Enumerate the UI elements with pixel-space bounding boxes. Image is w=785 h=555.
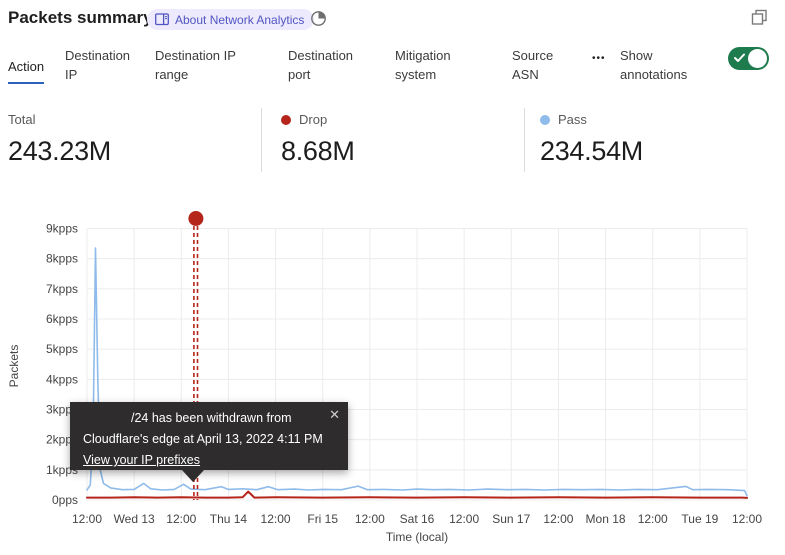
svg-text:Mon 18: Mon 18: [586, 512, 626, 526]
svg-text:5kpps: 5kpps: [46, 342, 78, 356]
tooltip-line1: /24 has been withdrawn from: [131, 411, 292, 425]
drop-legend-dot: [281, 114, 291, 125]
book-icon: [155, 13, 169, 26]
tab-destination-ip-range[interactable]: Destination IP range: [155, 48, 236, 82]
svg-text:Tue 19: Tue 19: [681, 512, 718, 526]
tab-mitigation-system[interactable]: Mitigation system: [395, 48, 451, 82]
svg-text:Sat 16: Sat 16: [400, 512, 435, 526]
tab-source-asn[interactable]: Source ASN: [512, 48, 554, 82]
svg-text:12:00: 12:00: [355, 512, 385, 526]
svg-text:8kpps: 8kpps: [46, 252, 78, 266]
stat-total: Total 243.23M: [8, 112, 111, 167]
svg-text:12:00: 12:00: [261, 512, 291, 526]
show-annotations-toggle[interactable]: [728, 47, 769, 70]
svg-text:12:00: 12:00: [543, 512, 573, 526]
svg-text:7kpps: 7kpps: [46, 282, 78, 296]
view-ip-prefixes-link[interactable]: View your IP prefixes: [83, 453, 200, 467]
stat-drop-label: Drop: [299, 112, 328, 127]
stat-pass-value: 234.54M: [540, 136, 643, 166]
svg-text:1kpps: 1kpps: [46, 463, 78, 477]
svg-text:12:00: 12:00: [638, 512, 668, 526]
show-annotations-label: Show annotations: [620, 48, 688, 82]
page-title: Packets summary: [8, 8, 153, 27]
svg-text:12:00: 12:00: [166, 512, 196, 526]
svg-text:Packets: Packets: [7, 345, 21, 388]
stat-divider: [261, 108, 262, 172]
svg-text:12:00: 12:00: [72, 512, 102, 526]
close-icon[interactable]: ✕: [329, 407, 340, 422]
svg-text:12:00: 12:00: [449, 512, 479, 526]
svg-text:Wed 13: Wed 13: [114, 512, 155, 526]
tooltip-line2: Cloudflare's edge at April 13, 2022 4:11…: [83, 432, 323, 446]
packets-chart: 0pps 1kpps 2kpps 3kpps 4kpps 5kpps 6kpps 7kpps 8…: [7, 211, 762, 544]
svg-text:Sun 17: Sun 17: [492, 512, 530, 526]
stat-drop: Drop 8.68M: [281, 112, 355, 167]
tab-destination-ip[interactable]: Destination IP: [65, 48, 131, 82]
stat-divider: [524, 108, 525, 172]
pass-legend-dot: [540, 114, 550, 125]
expand-icon[interactable]: [751, 9, 768, 31]
about-badge-label: About Network Analytics: [175, 12, 305, 27]
stat-drop-value: 8.68M: [281, 136, 355, 166]
stat-total-label: Total: [8, 112, 36, 127]
svg-text:Thu 14: Thu 14: [210, 512, 248, 526]
svg-text:0pps: 0pps: [52, 493, 78, 507]
time-period-icon[interactable]: [310, 10, 327, 32]
stat-pass-label: Pass: [558, 112, 587, 127]
svg-text:Fri 15: Fri 15: [307, 512, 338, 526]
svg-text:4kpps: 4kpps: [46, 372, 78, 386]
more-tabs-button[interactable]: •••: [592, 53, 606, 64]
tab-action[interactable]: Action: [8, 57, 45, 84]
svg-text:9kpps: 9kpps: [46, 222, 78, 236]
tab-destination-port[interactable]: Destination port: [288, 48, 354, 82]
svg-text:3kpps: 3kpps: [46, 403, 78, 417]
check-icon: [734, 53, 745, 62]
about-network-analytics-badge[interactable]: About Network Analytics: [147, 9, 315, 30]
svg-text:12:00: 12:00: [732, 512, 762, 526]
stat-total-value: 243.23M: [8, 136, 111, 166]
stat-pass: Pass 234.54M: [540, 112, 643, 167]
annotation-tooltip: ✕ /24 has been withdrawn from Cloudflare…: [70, 402, 348, 482]
toggle-knob: [748, 49, 767, 68]
svg-text:2kpps: 2kpps: [46, 433, 78, 447]
svg-text:Time (local): Time (local): [386, 530, 448, 544]
svg-text:6kpps: 6kpps: [46, 312, 78, 326]
